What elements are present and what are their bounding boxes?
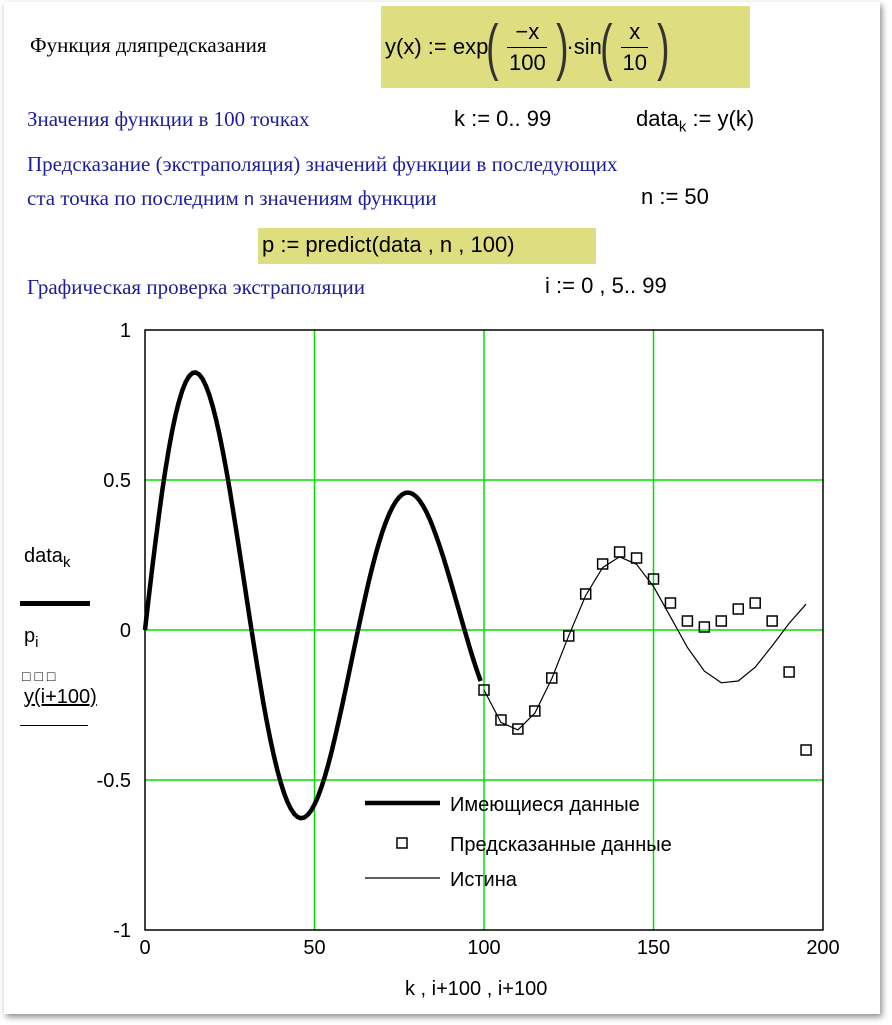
- y-tick-label: 1: [120, 320, 131, 342]
- predicted-point: [495, 714, 507, 726]
- prediction-label-2: ста точка по последним n значениям функц…: [27, 186, 437, 211]
- legend-label: Предсказанные данные: [450, 834, 672, 856]
- paren-left: (: [599, 12, 613, 82]
- function-label: Функция дляпредсказания: [30, 33, 267, 57]
- denominator: 100: [509, 49, 546, 75]
- predicted-point: [715, 615, 728, 627]
- paren-right: ): [555, 12, 569, 82]
- legend-square-swatch: [396, 837, 408, 849]
- predicted-point: [630, 552, 643, 564]
- ylabel-p: pi: [24, 625, 38, 651]
- ylabel-sub: k: [62, 554, 71, 571]
- legend-label: Имеющиеся данные: [450, 794, 640, 816]
- predicted-point: [732, 603, 744, 615]
- predicted-point: [681, 615, 694, 627]
- predicted-point: [512, 723, 524, 735]
- predicted-point: [766, 615, 778, 627]
- worksheet-page: [4, 2, 880, 1014]
- data-sub: k: [678, 118, 687, 136]
- ylabel-base: data: [24, 545, 63, 567]
- data-rhs: := y(k): [686, 106, 755, 131]
- function-definition[interactable]: y(x) := exp ( −x 100 ) · sin ( x 10 ): [381, 6, 750, 88]
- x-tick-label: 0: [139, 937, 150, 959]
- i-definition[interactable]: i := 0 , 5.. 99: [545, 273, 667, 298]
- fraction-1: −x 100: [501, 17, 554, 78]
- predicted-point: [647, 573, 660, 585]
- func-lhs: y(x) :=: [385, 34, 447, 59]
- ylabel-thin-line-sample: [20, 725, 88, 726]
- predicted-point: [783, 666, 795, 678]
- ylabel-sub: i: [35, 634, 39, 651]
- paren-left: (: [486, 12, 499, 82]
- y-tick-label: -0.5: [97, 770, 131, 792]
- prediction-label-1: Предсказание (экстраполяция) значений фу…: [27, 152, 618, 176]
- x-tick-label: 100: [467, 937, 500, 959]
- predicted-point: [800, 744, 812, 756]
- predicted-point: [596, 558, 609, 570]
- predicted-point: [698, 621, 711, 633]
- x-tick-label: 50: [303, 937, 325, 959]
- label-part: ста точка по последним: [27, 186, 239, 210]
- func-sin: sin: [573, 34, 602, 59]
- paren-right: ): [657, 12, 670, 82]
- legend-label: Истина: [450, 869, 518, 891]
- values-label: Значения функции в 100 точках: [27, 107, 310, 131]
- y-tick-label: 0: [120, 620, 131, 642]
- series-existing-data-line: [142, 370, 483, 821]
- fraction-2: x 10: [614, 17, 654, 78]
- predicted-point: [664, 597, 677, 609]
- ylabel-data: datak: [24, 545, 70, 571]
- data-base: data: [636, 106, 679, 131]
- predicted-point: [529, 705, 541, 717]
- predicted-point: [613, 546, 626, 558]
- predicted-point: [563, 630, 575, 642]
- denominator: 10: [622, 49, 647, 75]
- data-definition[interactable]: datak := y(k): [636, 106, 754, 135]
- predict-definition[interactable]: p := predict(data , n , 100): [258, 228, 596, 264]
- ylabel-y: y(i+100): [24, 686, 97, 708]
- x-axis-label: k , i+100 , i+100: [405, 978, 548, 1000]
- n-definition[interactable]: n := 50: [641, 184, 709, 209]
- y-tick-label: -1: [113, 920, 131, 942]
- graph-check-label: Графическая проверка экстраполяции: [27, 275, 365, 299]
- ylabel-base: p: [24, 625, 36, 647]
- predicted-point: [579, 588, 592, 600]
- label-part: значениям функции: [259, 186, 437, 210]
- k-definition[interactable]: k := 0.. 99: [454, 106, 552, 131]
- predicted-point: [749, 597, 761, 609]
- func-dot: ·: [566, 34, 574, 59]
- numerator: x: [621, 17, 649, 48]
- x-tick-label: 200: [806, 937, 839, 959]
- predict-text: p := predict(data , n , 100): [262, 232, 515, 257]
- predicted-point: [478, 684, 490, 696]
- predicted-point: [546, 672, 558, 684]
- ylabel-square-markers-sample: □□□: [22, 668, 60, 684]
- numerator: −x: [507, 17, 548, 48]
- n-symbol: n: [244, 189, 255, 209]
- ylabel-thick-line-sample: [20, 601, 90, 606]
- x-tick-label: 150: [637, 937, 670, 959]
- series-truth-line: [483, 556, 807, 731]
- y-tick-label: 0.5: [103, 470, 131, 492]
- func-exp: exp: [452, 34, 489, 59]
